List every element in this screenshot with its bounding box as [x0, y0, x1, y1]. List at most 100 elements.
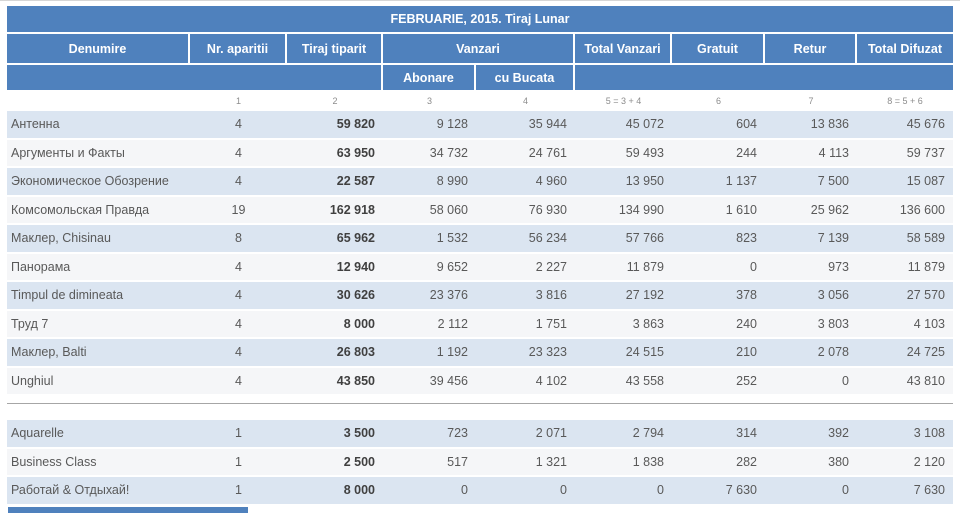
column-header-retur: Retur — [765, 34, 857, 63]
table-row: Труд 7 4 8 000 2 112 1 751 3 863 240 3 8… — [7, 310, 953, 337]
cell-total-vanzari: 27 192 — [575, 282, 672, 309]
index-8: 8 = 5 + 6 — [887, 95, 923, 106]
table-row: Business Class 1 2 500 517 1 321 1 838 2… — [7, 448, 953, 475]
cell-gratuit: 282 — [672, 448, 765, 475]
cell-nr-aparitii: 4 — [190, 139, 287, 166]
cell-tiraj-tiparit: 12 940 — [287, 253, 383, 280]
circulation-table: FEBRUARIE, 2015. Tiraj Lunar Denumire Nr… — [7, 6, 953, 513]
cell-cu-bucata: 4 102 — [476, 367, 575, 394]
index-1: 1 — [235, 95, 241, 106]
cell-denumire: Business Class — [7, 448, 190, 475]
cell-gratuit: 210 — [672, 339, 765, 366]
cell-total-difuzat: 11 879 — [857, 253, 953, 280]
cell-nr-aparitii: 1 — [190, 477, 287, 504]
cell-cu-bucata: 2 227 — [476, 253, 575, 280]
cell-total-vanzari: 13 950 — [575, 168, 672, 195]
cell-abonare: 9 128 — [383, 111, 476, 138]
cell-retur: 392 — [765, 420, 857, 447]
column-header-vanzari: Vanzari — [383, 34, 575, 63]
table-row: Aquarelle 1 3 500 723 2 071 2 794 314 39… — [7, 420, 953, 447]
cell-abonare: 39 456 — [383, 367, 476, 394]
index-6: 6 — [715, 95, 721, 106]
cell-abonare: 723 — [383, 420, 476, 447]
cell-gratuit: 378 — [672, 282, 765, 309]
cell-cu-bucata: 2 071 — [476, 420, 575, 447]
cell-gratuit: 240 — [672, 310, 765, 337]
index-3: 3 — [426, 95, 432, 106]
cell-tiraj-tiparit: 162 918 — [287, 196, 383, 223]
column-header-cu-bucata: cu Bucata — [476, 65, 575, 90]
cell-cu-bucata: 56 234 — [476, 225, 575, 252]
cell-denumire: Timpul de dimineata — [7, 282, 190, 309]
cell-denumire: Экономическое Обозрение — [7, 168, 190, 195]
cell-tiraj-tiparit: 43 850 — [287, 367, 383, 394]
cell-abonare: 1 532 — [383, 225, 476, 252]
cell-nr-aparitii: 8 — [190, 225, 287, 252]
cell-nr-aparitii: 4 — [190, 367, 287, 394]
cell-denumire: Панорама — [7, 253, 190, 280]
cell-nr-aparitii: 1 — [190, 448, 287, 475]
cell-cu-bucata: 1 751 — [476, 310, 575, 337]
cell-gratuit: 252 — [672, 367, 765, 394]
column-index-row: 1 2 3 4 5 = 3 + 4 6 7 8 = 5 + 6 — [7, 90, 953, 111]
cell-gratuit: 244 — [672, 139, 765, 166]
index-5: 5 = 3 + 4 — [605, 95, 642, 106]
cell-abonare: 23 376 — [383, 282, 476, 309]
cell-total-vanzari: 11 879 — [575, 253, 672, 280]
cell-retur: 380 — [765, 448, 857, 475]
column-header-tiraj-tiparit: Tiraj tiparit — [287, 34, 383, 63]
cell-total-difuzat: 15 087 — [857, 168, 953, 195]
cell-nr-aparitii: 1 — [190, 420, 287, 447]
cell-total-vanzari: 24 515 — [575, 339, 672, 366]
index-blank — [7, 90, 190, 111]
cell-retur: 973 — [765, 253, 857, 280]
index-4: 4 — [522, 95, 528, 106]
cell-cu-bucata: 4 960 — [476, 168, 575, 195]
cell-retur: 4 113 — [765, 139, 857, 166]
cell-total-vanzari: 43 558 — [575, 367, 672, 394]
cell-denumire: Aquarelle — [7, 420, 190, 447]
cell-gratuit: 314 — [672, 420, 765, 447]
cell-tiraj-tiparit: 26 803 — [287, 339, 383, 366]
cell-abonare: 517 — [383, 448, 476, 475]
index-2: 2 — [332, 95, 338, 106]
cell-tiraj-tiparit: 3 500 — [287, 420, 383, 447]
cell-total-difuzat: 24 725 — [857, 339, 953, 366]
cell-cu-bucata: 76 930 — [476, 196, 575, 223]
cell-abonare: 0 — [383, 477, 476, 504]
table-row: Экономическое Обозрение 4 22 587 8 990 4… — [7, 168, 953, 195]
cell-denumire: Труд 7 — [7, 310, 190, 337]
section-divider-line — [7, 403, 953, 404]
column-header-total-vanzari: Total Vanzari — [575, 34, 672, 63]
cell-nr-aparitii: 19 — [190, 196, 287, 223]
cell-gratuit: 823 — [672, 225, 765, 252]
cell-denumire: Комсомольская Правда — [7, 196, 190, 223]
cell-total-vanzari: 3 863 — [575, 310, 672, 337]
cell-nr-aparitii: 4 — [190, 310, 287, 337]
cell-total-difuzat: 45 676 — [857, 111, 953, 138]
table-row: Антенна 4 59 820 9 128 35 944 45 072 604… — [7, 111, 953, 138]
cell-nr-aparitii: 4 — [190, 111, 287, 138]
cell-gratuit: 0 — [672, 253, 765, 280]
cell-total-vanzari: 1 838 — [575, 448, 672, 475]
cell-tiraj-tiparit: 63 950 — [287, 139, 383, 166]
subheader-blank-right — [575, 65, 953, 90]
cell-gratuit: 7 630 — [672, 477, 765, 504]
table-title-label: FEBRUARIE, 2015. Tiraj Lunar — [390, 12, 570, 26]
cell-nr-aparitii: 4 — [190, 282, 287, 309]
table-title: FEBRUARIE, 2015. Tiraj Lunar — [7, 6, 953, 32]
header-row: Denumire Nr. aparitii Tiraj tiparit Vanz… — [7, 34, 953, 63]
cell-tiraj-tiparit: 22 587 — [287, 168, 383, 195]
cell-total-vanzari: 2 794 — [575, 420, 672, 447]
cell-retur: 0 — [765, 477, 857, 504]
cell-total-vanzari: 57 766 — [575, 225, 672, 252]
cell-nr-aparitii: 4 — [190, 168, 287, 195]
column-header-total-difuzat: Total Difuzat — [857, 34, 953, 63]
subheader-row: Abonare cu Bucata — [7, 65, 953, 90]
cell-denumire: Маклер, Chisinau — [7, 225, 190, 252]
cell-gratuit: 604 — [672, 111, 765, 138]
newspapers-section: Антенна 4 59 820 9 128 35 944 45 072 604… — [7, 111, 953, 394]
cell-abonare: 2 112 — [383, 310, 476, 337]
cell-denumire: Работай & Отдыхай! — [7, 477, 190, 504]
